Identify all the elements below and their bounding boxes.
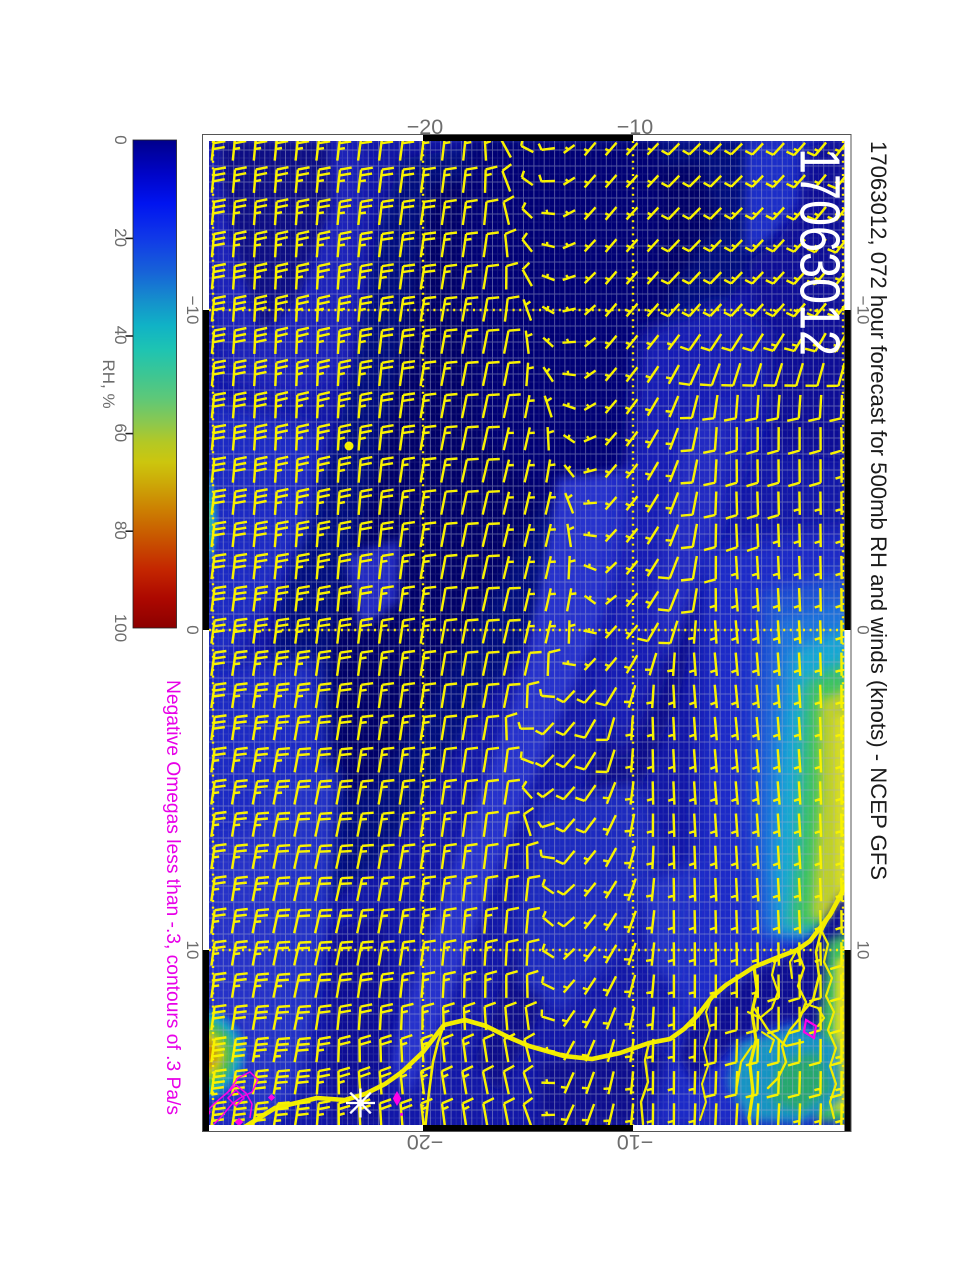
svg-text:−10: −10: [183, 296, 202, 325]
svg-text:80: 80: [111, 521, 130, 540]
svg-text:Negative Omegas less than -.3,: Negative Omegas less than -.3, contours …: [162, 680, 184, 1115]
svg-text:20: 20: [111, 228, 130, 247]
svg-text:−10: −10: [617, 1130, 654, 1154]
svg-text:−20: −20: [407, 115, 444, 139]
svg-text:10: 10: [854, 941, 873, 960]
svg-text:RH, %: RH, %: [99, 359, 118, 408]
svg-text:0: 0: [854, 625, 873, 634]
svg-text:−10: −10: [617, 115, 654, 139]
svg-text:0: 0: [183, 625, 202, 634]
svg-text:60: 60: [111, 423, 130, 442]
svg-text:−20: −20: [407, 1130, 444, 1154]
svg-text:100: 100: [111, 614, 130, 642]
svg-text:17063012: 17063012: [788, 148, 851, 356]
svg-text:17063012, 072 hour forecast fo: 17063012, 072 hour forecast for 500mb RH…: [866, 141, 891, 880]
svg-text:0: 0: [111, 135, 130, 144]
svg-text:40: 40: [111, 326, 130, 345]
svg-text:−10: −10: [854, 296, 873, 325]
svg-text:10: 10: [183, 941, 202, 960]
